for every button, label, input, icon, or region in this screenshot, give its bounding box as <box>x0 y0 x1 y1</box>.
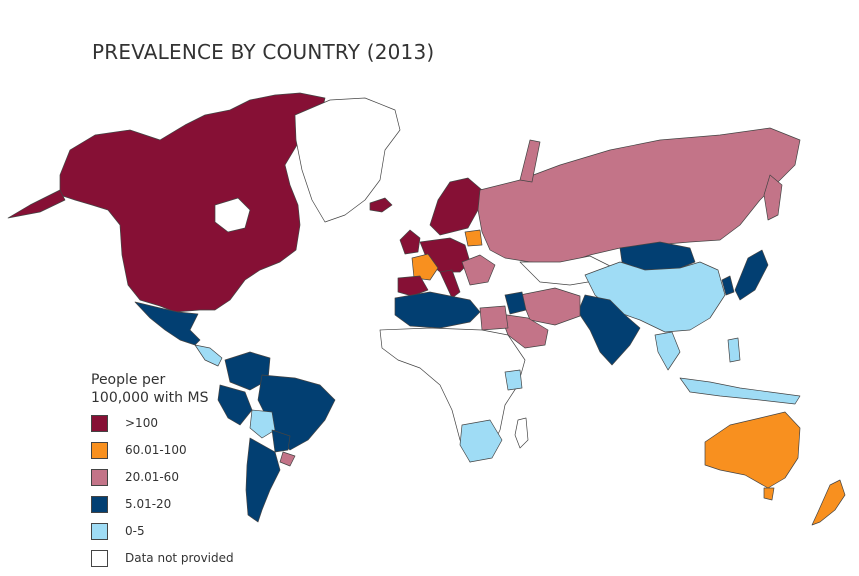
region-australia <box>704 411 801 489</box>
region-central-america <box>194 344 223 367</box>
region-iceland <box>369 197 393 213</box>
map-title: PREVALENCE BY COUNTRY (2013) <box>92 40 435 64</box>
legend-title-line-2: 100,000 with MS <box>91 390 209 406</box>
region-scandinavia <box>429 177 483 236</box>
region-balkans <box>461 254 496 286</box>
legend-swatch <box>91 442 108 459</box>
legend-swatch <box>91 469 108 486</box>
legend-swatch <box>91 496 108 513</box>
legend-item-gt100: >100 <box>91 413 291 440</box>
region-india <box>577 294 641 366</box>
region-new-zealand <box>811 479 846 526</box>
region-kenya <box>504 369 523 391</box>
region-japan <box>734 249 769 301</box>
legend-item-20-60: 20.01-60 <box>91 467 291 494</box>
region-egypt <box>479 305 509 331</box>
legend-swatch <box>91 415 108 432</box>
region-russia <box>477 127 801 266</box>
region-peru <box>217 384 253 426</box>
region-north-africa <box>394 291 481 329</box>
region-paraguay <box>271 429 291 453</box>
region-mexico <box>134 301 201 346</box>
region-subsaharan-africa <box>379 327 526 463</box>
legend-label: 20.01-60 <box>125 470 179 484</box>
region-italy <box>439 269 461 299</box>
region-bolivia <box>249 409 276 439</box>
region-novaya-zemlya <box>519 139 541 183</box>
region-iraq <box>504 291 527 315</box>
region-greenland <box>294 97 401 223</box>
legend-label: 60.01-100 <box>125 443 187 457</box>
region-indonesia <box>679 377 801 405</box>
legend-label: 0-5 <box>125 524 145 538</box>
region-tasmania <box>763 487 775 501</box>
legend-swatch <box>91 523 108 540</box>
legend-title: People per 100,000 with MS <box>91 371 291 407</box>
region-madagascar <box>514 417 529 449</box>
region-korea <box>721 275 735 296</box>
legend-label: Data not provided <box>125 551 234 565</box>
region-uk-ireland <box>399 229 421 255</box>
region-france <box>411 253 439 281</box>
region-iberia <box>397 275 429 297</box>
region-southern-africa <box>459 419 503 463</box>
region-alaska-tail <box>7 189 66 219</box>
region-kamchatka <box>763 174 783 221</box>
legend-swatch <box>91 550 108 567</box>
legend-title-line-1: People per <box>91 372 166 388</box>
legend-item-0-5: 0-5 <box>91 521 291 548</box>
region-canada-usa <box>59 92 326 313</box>
legend-label: >100 <box>125 416 158 430</box>
region-hudson-bay <box>214 197 251 233</box>
region-poland <box>464 229 483 247</box>
legend-item-no-data: Data not provided <box>91 548 291 575</box>
region-uruguay <box>279 451 296 467</box>
legend: People per 100,000 with MS >100 60.01-10… <box>91 371 291 575</box>
region-southeast-asia <box>654 331 681 371</box>
region-argentina-chile <box>245 437 281 523</box>
region-philippines <box>727 337 741 363</box>
legend-item-5-20: 5.01-20 <box>91 494 291 521</box>
legend-label: 5.01-20 <box>125 497 172 511</box>
legend-item-60-100: 60.01-100 <box>91 440 291 467</box>
